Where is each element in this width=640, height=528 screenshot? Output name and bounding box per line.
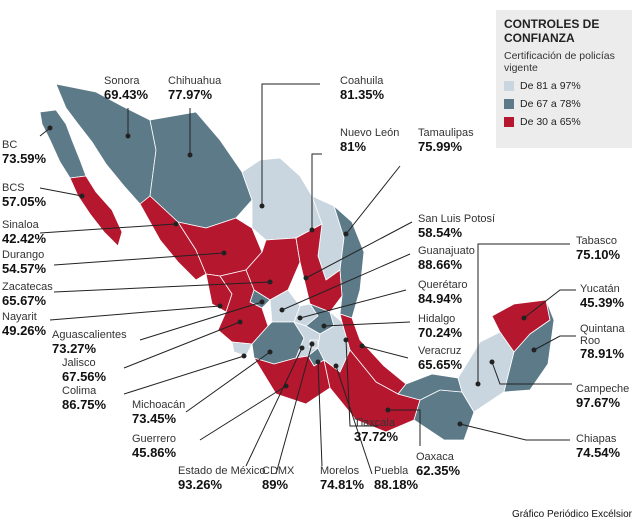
legend-swatch-high [504,80,514,91]
state-shape-tabasco [397,373,463,401]
state-shape-coahuila [241,157,323,241]
state-shape-san-luis-potosi [295,223,343,313]
state-label-campeche: Campeche 97.67% [576,383,630,410]
state-label-nuevo-leon: Nuevo León 81% [340,127,400,154]
state-label-bc: BC 73.59% [2,139,47,166]
legend-title: CONTROLES DE CONFIANZA [504,17,600,45]
state-label-oaxaca: Oaxaca 62.35% [416,451,461,478]
state-label-guanajuato: Guanajuato 88.66% [418,245,475,272]
state-label-aguascalientes: Aguascalientes 73.27% [52,329,127,356]
state-label-guerrero: Guerrero 45.86% [132,433,177,460]
state-label-jalisco: Jalisco 67.56% [62,357,107,384]
state-label-cdmx: CDMX 89% [262,465,295,492]
state-label-quintana-roo: Quintana Roo 78.91% [580,323,625,362]
legend-swatch-mid [504,98,514,109]
legend-item-mid: De 67 a 78% [504,98,624,110]
state-label-san-luis-potosi: San Luis Potosí 58.54% [418,213,496,240]
state-label-bcs: BCS 57.05% [2,182,47,209]
state-label-nayarit: Nayarit 49.26% [2,311,47,338]
state-label-queretaro: Querétaro 84.94% [418,279,468,306]
state-label-chiapas: Chiapas 74.54% [576,433,621,460]
state-label-coahuila: Coahuila 81.35% [340,75,385,102]
state-shape-bcs [69,175,123,247]
state-shape-quintana-roo [503,299,555,393]
state-label-sinaloa: Sinaloa 42.42% [2,219,47,246]
state-label-durango: Durango 54.57% [2,249,47,276]
state-label-hidalgo: Hidalgo 70.24% [418,313,463,340]
legend-swatch-low [504,116,514,127]
state-label-veracruz: Veracruz 65.65% [418,345,463,372]
state-label-chihuahua: Chihuahua 77.97% [168,75,222,102]
state-label-tabasco: Tabasco 75.10% [576,235,621,262]
legend-item-low: De 30 a 65% [504,116,624,128]
state-label-yucatan: Yucatán 45.39% [580,283,625,310]
legend-item-high: De 81 a 97% [504,80,624,92]
state-shape-campeche [457,331,515,413]
state-shape-colima [231,341,253,357]
map-legend: CONTROLES DE CONFIANZA Certificación de … [496,10,632,148]
state-label-estado-de-mexico: Estado de México 93.26% [178,465,266,492]
legend-subtitle: Certificación de policías vigente [504,49,615,74]
state-label-colima: Colima 86.75% [62,385,107,412]
state-label-tamaulipas: Tamaulipas 75.99% [418,127,474,154]
state-label-sonora: Sonora 69.43% [104,75,149,102]
state-label-michoacan: Michoacán 73.45% [132,399,186,426]
state-label-tlaxcala: Tlaxcala 37.72% [354,417,399,444]
state-label-puebla: Puebla 88.18% [374,465,419,492]
state-label-morelos: Morelos 74.81% [320,465,365,492]
source-credit: Gráfico Periódico Excélsior [511,509,632,520]
state-label-zacatecas: Zacatecas 65.67% [2,281,53,308]
